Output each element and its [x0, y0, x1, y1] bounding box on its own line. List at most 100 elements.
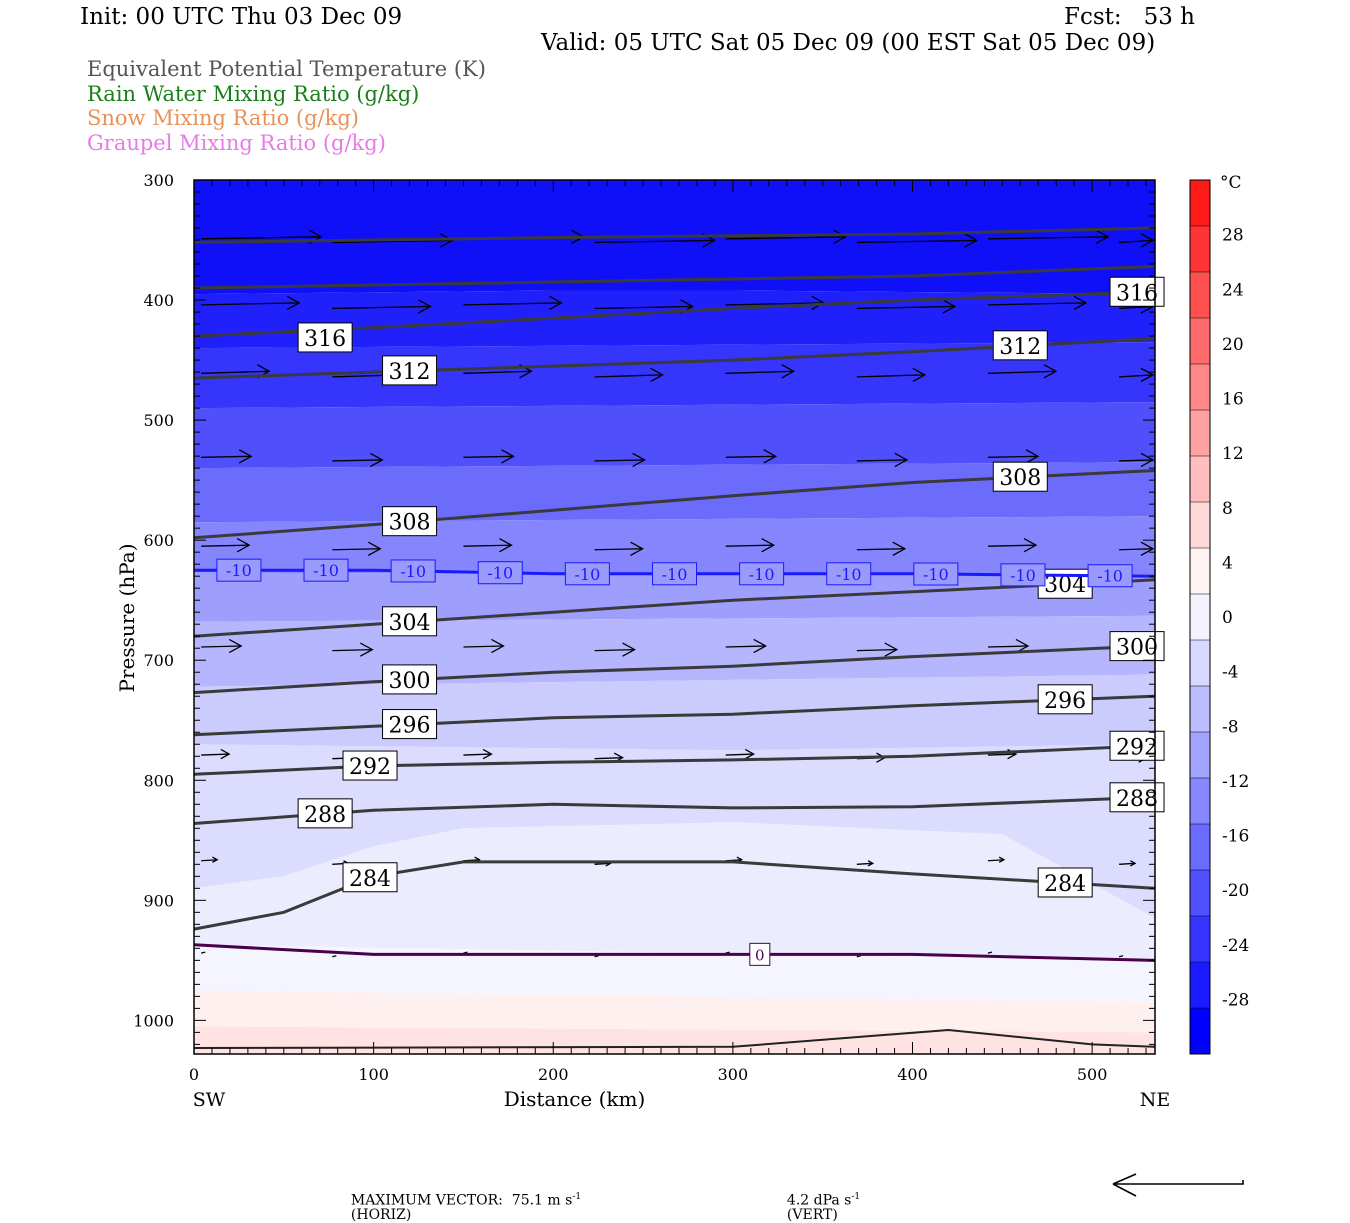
legend-snow: Snow Mixing Ratio (g/kg): [87, 106, 359, 130]
vert-exponent: -1: [851, 1192, 861, 1202]
max-vector-vert: 4.2 dPa s-1 (VERT): [778, 1179, 860, 1222]
wind-vector-head: [1140, 541, 1155, 556]
wind-vector: [201, 455, 252, 458]
x-tick-label: 0: [189, 1065, 199, 1084]
legend-theta-e: Equivalent Potential Temperature (K): [87, 57, 486, 81]
max-vector-arrow-shape: [1112, 1173, 1244, 1197]
wind-vector: [463, 302, 562, 306]
wind-vector: [201, 859, 218, 862]
temperature-band: [194, 990, 1155, 1033]
wind-vector: [463, 645, 504, 648]
y-tick-label: 900: [143, 891, 174, 910]
wind-vector: [987, 544, 1036, 547]
theta-e-label-box: [382, 506, 438, 537]
theta-e-label-box: [382, 664, 438, 695]
isotherm-label-box: [390, 559, 436, 583]
colorbar-swatch: [1190, 686, 1210, 733]
colorbar-swatch: [1190, 502, 1210, 549]
theta-e-label: 304: [389, 611, 431, 636]
wind-vector: [332, 955, 337, 958]
temperature-band: [194, 944, 1155, 1003]
y-tick-label: 600: [143, 531, 174, 550]
isotherm-label: -10: [749, 565, 775, 584]
colorbar-label: -8: [1222, 717, 1239, 737]
x-tick-label: 100: [358, 1065, 389, 1084]
theta-e-line: [193, 337, 1156, 380]
wind-vector-head: [1043, 364, 1058, 379]
colorbar-swatch: [1190, 916, 1210, 963]
theta-e-label-box: [1037, 867, 1093, 898]
y-axis-label: Pressure (hPa): [115, 544, 139, 693]
theta-e-line: [193, 469, 1156, 540]
wind-vector: [594, 459, 645, 462]
wind-vector-head: [1140, 367, 1155, 383]
colorbar-label: -12: [1222, 772, 1249, 792]
wind-vector-head: [1129, 860, 1137, 867]
temperature-band: [194, 674, 1155, 751]
wind-vector-head: [1023, 537, 1038, 553]
isotherm-label: -10: [487, 564, 513, 583]
wind-vector-head: [286, 295, 301, 311]
forecast-hour: Fcst: 53 h: [1064, 4, 1195, 30]
isotherm-label-box: [652, 562, 697, 586]
isotherm-label: -10: [313, 561, 339, 580]
wind-vector-head: [220, 748, 231, 760]
wind-vector: [463, 455, 514, 458]
wind-vector: [725, 753, 754, 756]
colorbar-frame: [1189, 179, 1211, 1055]
axis-ticks: [193, 179, 1155, 1054]
plot-frame: [193, 179, 1156, 1055]
isotherm-label-box: [1087, 564, 1133, 588]
theta-e-line: [193, 694, 1156, 737]
x-tick-label: 500: [1077, 1065, 1108, 1084]
theta-e-label-box: [992, 330, 1048, 361]
wind-vector: [1118, 955, 1124, 958]
wind-vector: [1119, 548, 1154, 551]
colorbar-label: 28: [1222, 226, 1244, 246]
wind-vector-head: [892, 541, 907, 556]
theta-e-line: [193, 860, 1156, 931]
wind-vector: [856, 955, 861, 958]
wind-vector: [594, 374, 663, 378]
theta-e-label-box: [297, 322, 353, 353]
wind-vector: [332, 648, 373, 652]
theta-e-label-box: [992, 461, 1048, 492]
wind-vector: [332, 305, 431, 310]
theta-e-label: 284: [1044, 872, 1086, 897]
x-tick-label: 400: [897, 1065, 928, 1084]
colorbar-label: -28: [1222, 990, 1249, 1010]
colorbar-swatch: [1190, 226, 1210, 273]
wind-vector: [201, 370, 270, 374]
wind-vector-head: [912, 367, 927, 383]
y-tick-label: 700: [143, 651, 174, 670]
wind-vector-head: [884, 642, 899, 657]
wind-vector-head: [228, 638, 243, 654]
colorbar-swatch: [1190, 594, 1210, 641]
temperature-band: [194, 402, 1155, 469]
wind-vector-head: [650, 367, 664, 383]
colorbar-swatch: [1190, 1008, 1210, 1055]
wind-vector-head: [212, 856, 219, 863]
x-tick-label: 200: [538, 1065, 569, 1084]
theta-e-label: 304: [1044, 573, 1086, 598]
max-vector-horiz: MAXIMUM VECTOR: 75.1 m s-1 (HORIZ): [342, 1179, 581, 1222]
theta-e-label-box: [382, 606, 438, 637]
theta-e-label: 284: [349, 867, 391, 892]
colorbar-unit: °C: [1220, 173, 1242, 193]
y-tick-label: 1000: [133, 1011, 174, 1030]
valid-time: Valid: 05 UTC Sat 05 Dec 09 (00 EST Sat …: [541, 30, 1156, 56]
max-vector-horiz-label: (HORIZ): [350, 1206, 412, 1223]
wind-vector-head: [622, 642, 636, 657]
x-end-right: NE: [1140, 1089, 1171, 1111]
isotherm-label-box: [749, 942, 771, 966]
wind-vector: [201, 236, 322, 240]
wind-vector-head: [763, 449, 778, 464]
wind-vector-head: [491, 638, 505, 654]
wind-vector-head: [632, 452, 646, 468]
colorbar-swatch: [1190, 778, 1210, 825]
wind-vector-head: [942, 299, 957, 314]
theta-e-line: [193, 264, 1156, 290]
wind-vector: [201, 645, 242, 648]
wind-vector-head: [499, 537, 513, 553]
